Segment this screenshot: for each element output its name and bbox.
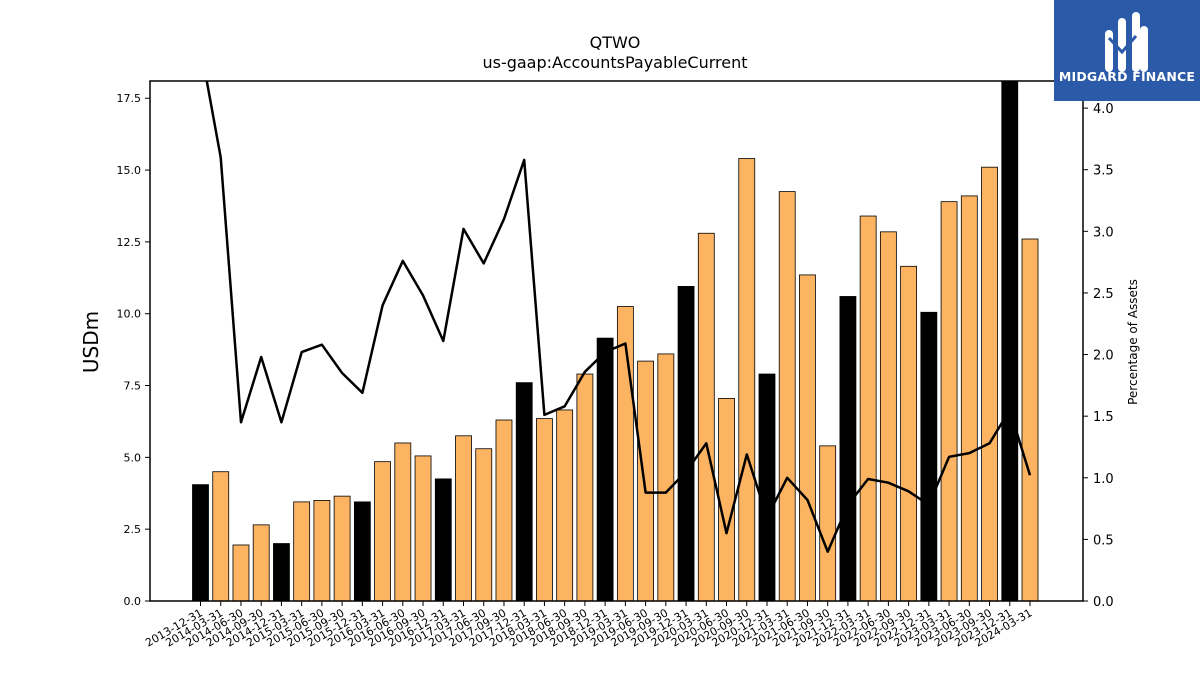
y-tick-label: 7.5 [124, 380, 142, 393]
percentage-line [205, 81, 1032, 553]
bar [1001, 80, 1019, 602]
bar [536, 418, 553, 602]
y-tick-label: 10.0 [117, 308, 142, 321]
bar [839, 296, 857, 602]
bar [819, 445, 837, 602]
percentage-line-series [205, 81, 1032, 553]
bar [738, 158, 756, 602]
y2-axis-ticks: 0.0 0.5 1.0 1.5 2.0 2.5 3.0 3.5 4.0 [1083, 102, 1114, 610]
bar [576, 373, 594, 602]
bar [353, 501, 371, 602]
bar [697, 232, 715, 602]
bar [556, 409, 574, 602]
bar [515, 382, 533, 602]
bar [374, 461, 391, 602]
bar [879, 231, 897, 602]
y-axis-ticks: 0.0 2.5 5.0 7.5 10.0 12.5 15.0 17.5 [117, 92, 150, 608]
y2-tick-label: 2.0 [1093, 349, 1114, 364]
y-tick-label: 12.5 [117, 236, 142, 249]
bar [495, 419, 513, 602]
bar [232, 544, 250, 602]
bar [333, 495, 351, 602]
bar-series [192, 80, 1039, 602]
y2-tick-label: 3.0 [1093, 225, 1114, 240]
bar [212, 471, 230, 602]
y2-tick-label: 2.5 [1093, 287, 1114, 302]
bar [940, 201, 958, 602]
y-axis-label: USDm [79, 311, 103, 373]
bar [799, 274, 816, 602]
y-tick-label: 2.5 [124, 523, 142, 536]
chart-subtitle: us-gaap:AccountsPayableCurrent [482, 53, 747, 72]
bar [920, 311, 938, 602]
bar [960, 195, 978, 602]
y2-tick-label: 3.5 [1093, 164, 1114, 179]
y2-tick-label: 1.5 [1093, 410, 1114, 425]
bar [313, 500, 331, 602]
bar [859, 215, 877, 602]
bar [1021, 238, 1039, 602]
y-tick-label: 17.5 [117, 92, 142, 105]
bar [637, 360, 654, 602]
y2-tick-label: 4.0 [1093, 102, 1114, 117]
bar [394, 442, 412, 602]
logo-text: MIDGARD FINANCE [1058, 69, 1196, 84]
bar [981, 166, 998, 602]
x-axis-ticks: 2013-12-312014-03-312014-06-302014-09-30… [143, 601, 1035, 650]
y2-tick-label: 1.0 [1093, 472, 1114, 487]
chart-title: QTWO [590, 33, 641, 52]
bar [596, 337, 614, 602]
logo: MIDGARD FINANCE [1054, 0, 1200, 101]
bar [677, 286, 695, 602]
bar [414, 455, 432, 602]
y2-tick-label: 0.5 [1093, 533, 1114, 548]
y-tick-label: 15.0 [117, 164, 142, 177]
midgard-logo-icon [1105, 12, 1148, 72]
y-tick-label: 0.0 [124, 595, 142, 608]
bar [475, 448, 493, 602]
bar [900, 265, 918, 602]
bar [657, 353, 675, 602]
bar [252, 524, 270, 602]
y2-tick-label: 0.0 [1093, 595, 1114, 610]
bar [293, 501, 311, 602]
bar [718, 398, 735, 602]
plot-frame [149, 80, 1084, 602]
y-tick-label: 5.0 [124, 451, 142, 464]
y2-axis-label: Percentage of Assets [1126, 279, 1140, 405]
bar [192, 484, 209, 602]
bar [778, 191, 796, 602]
bar [758, 373, 776, 602]
bar [455, 435, 472, 602]
bar [434, 478, 452, 602]
bar [273, 543, 290, 602]
